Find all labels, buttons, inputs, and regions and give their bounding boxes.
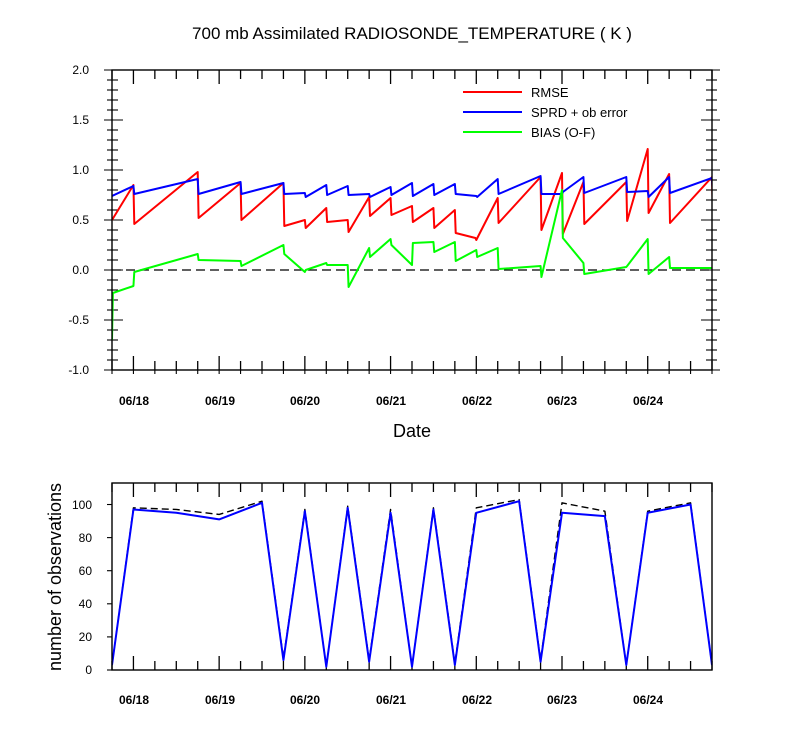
top-series-lines	[112, 148, 712, 341]
bottom-y-tick-label: 60	[79, 564, 93, 578]
bottom-y-axis-label: number of observations	[45, 483, 65, 671]
top-y-tick-label: 0.5	[72, 213, 89, 227]
top-y-tick-label: -0.5	[68, 313, 89, 327]
series-line-rmse	[112, 148, 712, 241]
series-line-sprd-ob-error	[112, 175, 712, 198]
legend-sprd-label: SPRD + ob error	[531, 105, 628, 120]
top-x-tick-label: 06/19	[205, 394, 235, 408]
bottom-series-lines	[112, 498, 712, 668]
top-chart-title: 700 mb Assimilated RADIOSONDE_TEMPERATUR…	[192, 24, 632, 43]
bottom-y-tick-label: 0	[85, 663, 92, 677]
top-plot-frame	[111, 69, 713, 371]
top-y-tick-label: 2.0	[72, 63, 89, 77]
top-x-tick-label: 06/24	[633, 394, 663, 408]
top-x-tick-label: 06/21	[376, 394, 406, 408]
top-y-tick-label: 1.0	[72, 163, 89, 177]
bottom-x-tick-label: 06/18	[119, 693, 149, 707]
series-line-bias-o-f	[112, 189, 712, 341]
legend: RMSE SPRD + ob error BIAS (O-F)	[463, 85, 628, 140]
series-line-assimilated-observations	[112, 500, 712, 668]
bottom-y-tick-label: 20	[79, 630, 93, 644]
bottom-chart: 100 80 60 40 20 0 06/18 06/19 06/20 06/2…	[45, 482, 713, 707]
top-x-tick-label: 06/20	[290, 394, 320, 408]
top-y-tick-labels: 2.0 1.5 1.0 0.5 0.0 -0.5 -1.0	[68, 63, 89, 377]
bottom-y-tick-label: 40	[79, 597, 93, 611]
top-x-tick-label: 06/23	[547, 394, 577, 408]
bottom-plot-frame	[111, 482, 713, 671]
top-x-tick-label: 06/18	[119, 394, 149, 408]
bottom-y-tick-label: 80	[79, 531, 93, 545]
bottom-y-tick-labels: 100 80 60 40 20 0	[72, 498, 92, 677]
legend-bias-label: BIAS (O-F)	[531, 125, 595, 140]
bottom-x-tick-label: 06/21	[376, 693, 406, 707]
bottom-x-tick-label: 06/22	[462, 693, 492, 707]
bottom-x-tick-label: 06/20	[290, 693, 320, 707]
bottom-x-tick-label: 06/24	[633, 693, 663, 707]
bottom-x-tick-label: 06/23	[547, 693, 577, 707]
top-y-tick-label: 1.5	[72, 113, 89, 127]
bottom-x-tick-labels: 06/18 06/19 06/20 06/21 06/22 06/23 06/2…	[119, 693, 663, 707]
bottom-x-tick-label: 06/19	[205, 693, 235, 707]
top-x-tick-label: 06/22	[462, 394, 492, 408]
bottom-y-tick-label: 100	[72, 498, 92, 512]
legend-rmse-label: RMSE	[531, 85, 569, 100]
top-chart: 700 mb Assimilated RADIOSONDE_TEMPERATUR…	[68, 24, 720, 441]
top-y-tick-label: 0.0	[72, 263, 89, 277]
top-y-tick-label: -1.0	[68, 363, 89, 377]
top-x-axis-label: Date	[393, 421, 431, 441]
top-x-tick-labels: 06/18 06/19 06/20 06/21 06/22 06/23 06/2…	[119, 394, 663, 408]
